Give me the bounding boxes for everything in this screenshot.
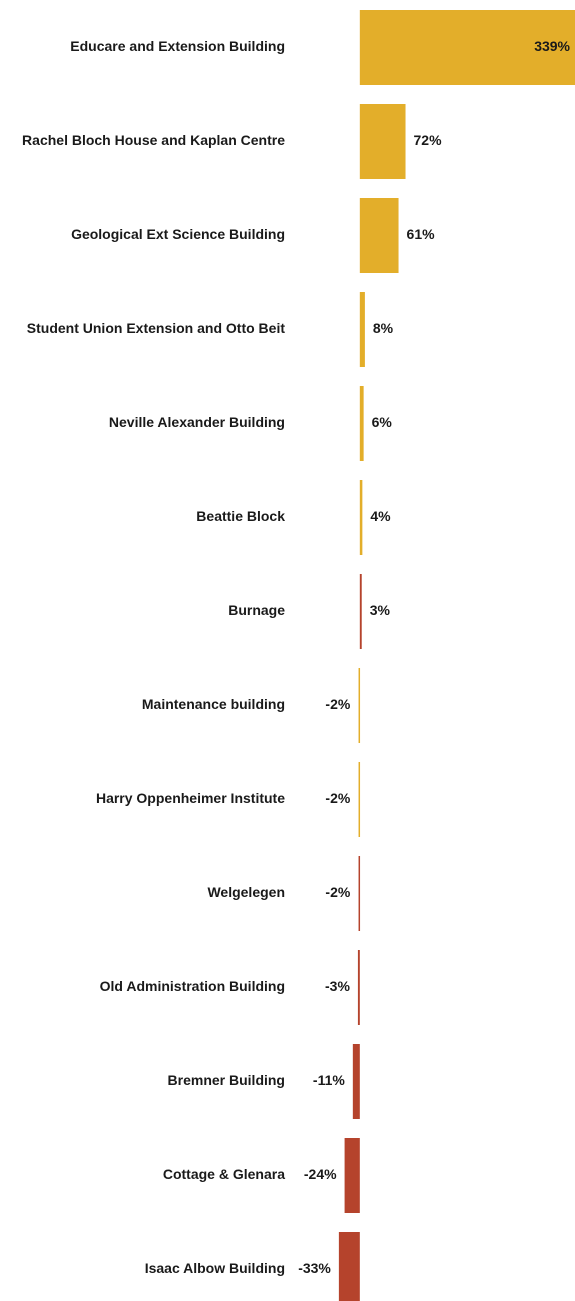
category-label: Isaac Albow Building xyxy=(145,1260,285,1276)
category-label: Old Administration Building xyxy=(100,978,285,994)
category-label: Maintenance building xyxy=(142,696,285,712)
bar xyxy=(338,1232,360,1301)
category-label: Student Union Extension and Otto Beit xyxy=(27,320,286,336)
bar xyxy=(357,950,360,1025)
value-label: 3% xyxy=(370,602,391,618)
bar xyxy=(359,198,399,273)
category-label: Welgelegen xyxy=(207,884,285,900)
category-label: Bremner Building xyxy=(168,1072,285,1088)
category-label: Neville Alexander Building xyxy=(109,414,285,430)
category-label: Burnage xyxy=(228,602,285,618)
category-label: Beattie Block xyxy=(196,508,285,524)
value-label: 72% xyxy=(414,132,443,148)
value-label: 8% xyxy=(373,320,394,336)
bar xyxy=(344,1138,360,1213)
value-label: -33% xyxy=(298,1260,331,1276)
bar xyxy=(358,856,361,931)
value-label: 61% xyxy=(407,226,436,242)
bar xyxy=(358,668,361,743)
value-label: -11% xyxy=(313,1072,345,1088)
category-label: Educare and Extension Building xyxy=(70,38,285,54)
value-label: -2% xyxy=(325,696,350,712)
value-label: 6% xyxy=(372,414,393,430)
bar xyxy=(359,480,363,555)
category-label: Rachel Bloch House and Kaplan Centre xyxy=(22,132,285,148)
bar xyxy=(359,10,575,85)
category-label: Cottage & Glenara xyxy=(163,1166,285,1182)
value-label: 339% xyxy=(534,38,570,54)
bar xyxy=(359,574,362,649)
value-label: -2% xyxy=(325,884,350,900)
bar xyxy=(359,104,406,179)
value-label: 4% xyxy=(370,508,391,524)
bar xyxy=(358,762,361,837)
category-label: Geological Ext Science Building xyxy=(71,226,285,242)
bar xyxy=(352,1044,360,1119)
bar xyxy=(359,292,365,367)
value-label: -3% xyxy=(325,978,350,994)
bar xyxy=(359,386,364,461)
value-label: -24% xyxy=(304,1166,337,1182)
value-label: -2% xyxy=(325,790,350,806)
category-label: Harry Oppenheimer Institute xyxy=(96,790,285,806)
